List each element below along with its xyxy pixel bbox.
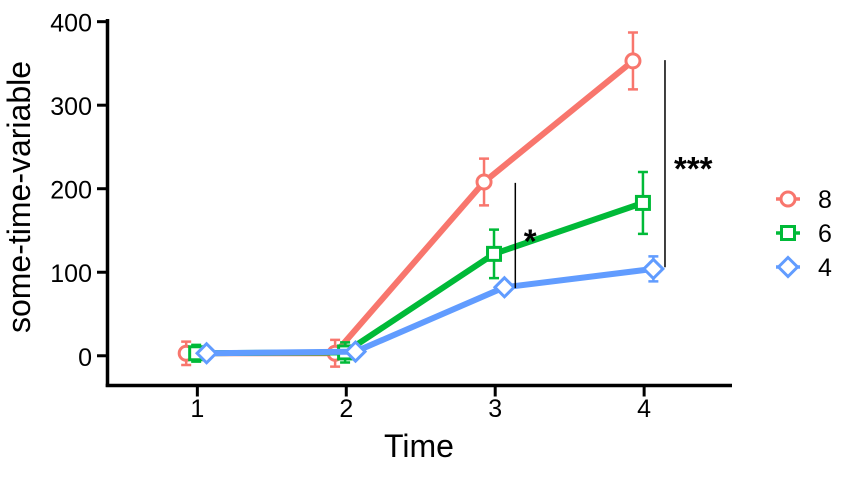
series-8 xyxy=(177,31,642,368)
series-6 xyxy=(188,170,651,364)
x-axis-title: Time xyxy=(384,428,454,464)
y-tick-label: 200 xyxy=(50,177,92,205)
y-tick-label: 0 xyxy=(78,344,92,372)
series-4 xyxy=(194,255,665,365)
legend: 8 6 4 xyxy=(776,186,832,282)
annotation-layer: **** xyxy=(514,60,713,289)
x-tick-label: 4 xyxy=(637,395,651,423)
diamond-marker xyxy=(194,341,219,365)
diamond-marker xyxy=(641,257,665,281)
legend-label: 6 xyxy=(818,220,832,248)
significance-label: *** xyxy=(674,150,713,187)
legend-square-icon xyxy=(780,225,796,241)
series-layer xyxy=(177,31,665,368)
circle-marker xyxy=(475,173,493,191)
y-tick-label: 100 xyxy=(50,260,92,288)
series-line-4 xyxy=(206,265,654,357)
diamond-marker xyxy=(343,339,368,364)
legend-entry-6: 6 xyxy=(776,220,832,248)
legend-diamond-icon xyxy=(776,255,800,279)
legend-entry-8: 8 xyxy=(776,186,832,214)
legend-label: 4 xyxy=(818,254,832,282)
square-marker xyxy=(634,194,651,211)
legend-entry-4: 4 xyxy=(776,254,832,282)
circle-marker xyxy=(624,52,642,70)
legend-label: 8 xyxy=(818,186,832,214)
y-tick-label: 400 xyxy=(50,10,92,38)
square-marker xyxy=(486,245,503,262)
x-tick-label: 3 xyxy=(488,395,502,423)
y-tick-label: 300 xyxy=(50,93,92,121)
significance-label: * xyxy=(524,222,537,259)
x-tick-label: 1 xyxy=(190,395,204,423)
legend-circle-icon xyxy=(779,190,797,208)
x-tick-label: 2 xyxy=(339,395,353,423)
y-axis-title: some-time-variable xyxy=(1,61,37,333)
axes-layer: 0 100 200 300 400 1 2 3 4 xyxy=(50,10,732,423)
diamond-marker xyxy=(492,275,517,299)
